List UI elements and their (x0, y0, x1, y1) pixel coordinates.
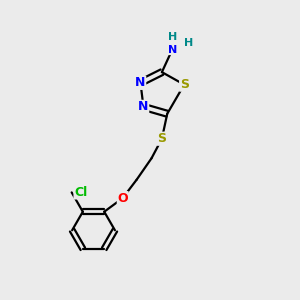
Text: S: S (158, 132, 166, 145)
Text: O: O (117, 192, 128, 205)
Text: S: S (180, 78, 189, 91)
Text: Cl: Cl (74, 186, 87, 199)
Text: H: H (184, 38, 193, 48)
Text: N: N (135, 76, 146, 89)
Text: N: N (168, 44, 177, 55)
Text: N: N (138, 100, 148, 113)
Text: H: H (168, 32, 177, 42)
